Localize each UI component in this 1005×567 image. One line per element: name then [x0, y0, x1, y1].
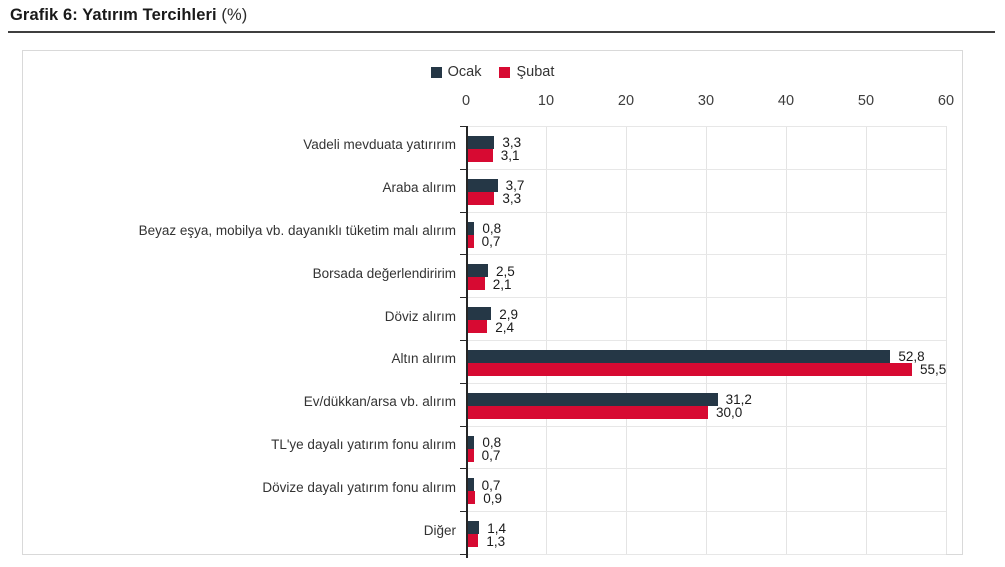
category-label: Araba alırım — [382, 180, 456, 196]
value-label: 0,7 — [481, 448, 501, 463]
gridline-horizontal — [466, 126, 946, 127]
bar-subat — [468, 277, 485, 291]
bar-subat — [468, 148, 493, 162]
bar-ocak — [468, 478, 474, 492]
value-label: 1,4 — [487, 520, 506, 536]
bar-ocak — [468, 521, 480, 535]
category-label: Ev/dükkan/arsa vb. alırım — [303, 394, 456, 410]
value-label: 0,8 — [482, 221, 502, 236]
bar-subat — [468, 320, 488, 334]
bar-ocak — [468, 264, 488, 278]
y-axis-tick — [460, 254, 466, 256]
bar-subat — [468, 491, 476, 505]
value-label: 52,8 — [898, 349, 925, 365]
title-underline — [8, 31, 995, 33]
bar-ocak — [468, 221, 475, 235]
gridline-horizontal — [466, 340, 946, 341]
gridline-horizontal — [466, 511, 946, 513]
gridline-horizontal — [466, 468, 946, 470]
x-axis-tick-label: 10 — [537, 93, 555, 109]
y-axis-tick — [460, 297, 466, 299]
value-label: 30,0 — [716, 405, 743, 421]
x-axis-tick-label: 50 — [857, 93, 875, 109]
chart-title: Grafik 6: Yatırım Tercihleri (%) — [10, 6, 247, 25]
bar-subat — [468, 234, 474, 248]
y-axis-tick — [460, 382, 466, 384]
gridline-horizontal — [466, 554, 946, 555]
bar-ocak — [468, 435, 475, 449]
bar-subat — [468, 448, 474, 462]
gridline-horizontal — [466, 254, 946, 256]
bar-subat — [468, 405, 708, 419]
chart-area: Ocak Şubat 0 10 20 30 40 50 60 Vadeli mevduata… — [22, 50, 963, 558]
chart-title-main: Grafik 6: Yatırım Tercihleri — [10, 6, 217, 24]
x-axis-tick-label: 40 — [777, 93, 795, 109]
legend-swatch-subat — [499, 66, 511, 78]
chart-title-unit: (%) — [221, 6, 248, 24]
bar-subat — [468, 191, 495, 205]
y-axis-tick — [460, 554, 466, 555]
category-label: Diğer — [423, 522, 456, 538]
legend-item-subat: Şubat — [499, 64, 554, 80]
gridline-horizontal — [466, 211, 946, 213]
category-label: Altın alırım — [391, 351, 456, 367]
y-axis-tick — [460, 168, 466, 170]
y-axis-tick — [460, 340, 466, 341]
value-label: 3,1 — [500, 148, 520, 164]
y-axis-tick — [460, 211, 466, 213]
value-label: 0,7 — [481, 234, 501, 249]
category-label: Döviz alırım — [384, 308, 456, 324]
gridline-horizontal — [466, 382, 946, 384]
value-label: 2,1 — [492, 276, 512, 292]
y-axis-line — [466, 126, 468, 558]
value-label: 31,2 — [725, 392, 752, 408]
legend-swatch-ocak — [430, 66, 442, 78]
value-label: 3,7 — [505, 178, 525, 194]
y-axis-tick — [460, 468, 466, 470]
value-label: 2,9 — [499, 306, 518, 322]
y-axis-tick — [460, 511, 466, 513]
value-label: 1,3 — [486, 533, 506, 549]
category-label: Dövize dayalı yatırım fonu alırım — [262, 479, 456, 495]
bar-subat — [468, 534, 479, 548]
x-axis-tick-label: 60 — [937, 93, 955, 109]
bar-ocak — [468, 135, 495, 149]
bar-subat — [468, 362, 912, 376]
x-axis-tick-label: 20 — [617, 93, 635, 109]
legend-label-subat: Şubat — [516, 64, 555, 80]
value-label: 2,5 — [496, 263, 515, 279]
value-label: 3,3 — [502, 135, 522, 151]
category-label: Beyaz eşya, mobilya vb. dayanıklı tüketi… — [138, 223, 456, 238]
value-label: 0,9 — [483, 490, 502, 506]
gridline-horizontal — [466, 297, 946, 299]
category-label: Borsada değerlendiririm — [312, 265, 456, 281]
legend: Ocak Şubat — [23, 64, 962, 80]
value-label: 55,5 — [920, 362, 947, 378]
y-axis-tick — [460, 425, 466, 427]
value-label: 3,3 — [502, 191, 522, 207]
value-label: 2,4 — [495, 319, 514, 335]
legend-item-ocak: Ocak — [430, 64, 482, 80]
gridline-vertical — [946, 126, 947, 554]
x-axis-tick-label: 0 — [461, 93, 471, 109]
bar-ocak — [468, 349, 891, 363]
category-label: TL'ye dayalı yatırım fonu alırım — [271, 437, 456, 452]
x-axis-tick-label: 30 — [697, 93, 715, 109]
y-axis-tick — [460, 126, 466, 127]
gridline-horizontal — [466, 168, 946, 170]
bar-ocak — [468, 392, 718, 406]
gridline-horizontal — [466, 425, 946, 427]
bar-ocak — [468, 178, 498, 192]
value-label: 0,7 — [481, 477, 501, 493]
bar-ocak — [468, 307, 492, 321]
legend-label-ocak: Ocak — [447, 64, 482, 80]
category-label: Vadeli mevduata yatırırım — [303, 137, 456, 153]
value-label: 0,8 — [482, 435, 502, 450]
